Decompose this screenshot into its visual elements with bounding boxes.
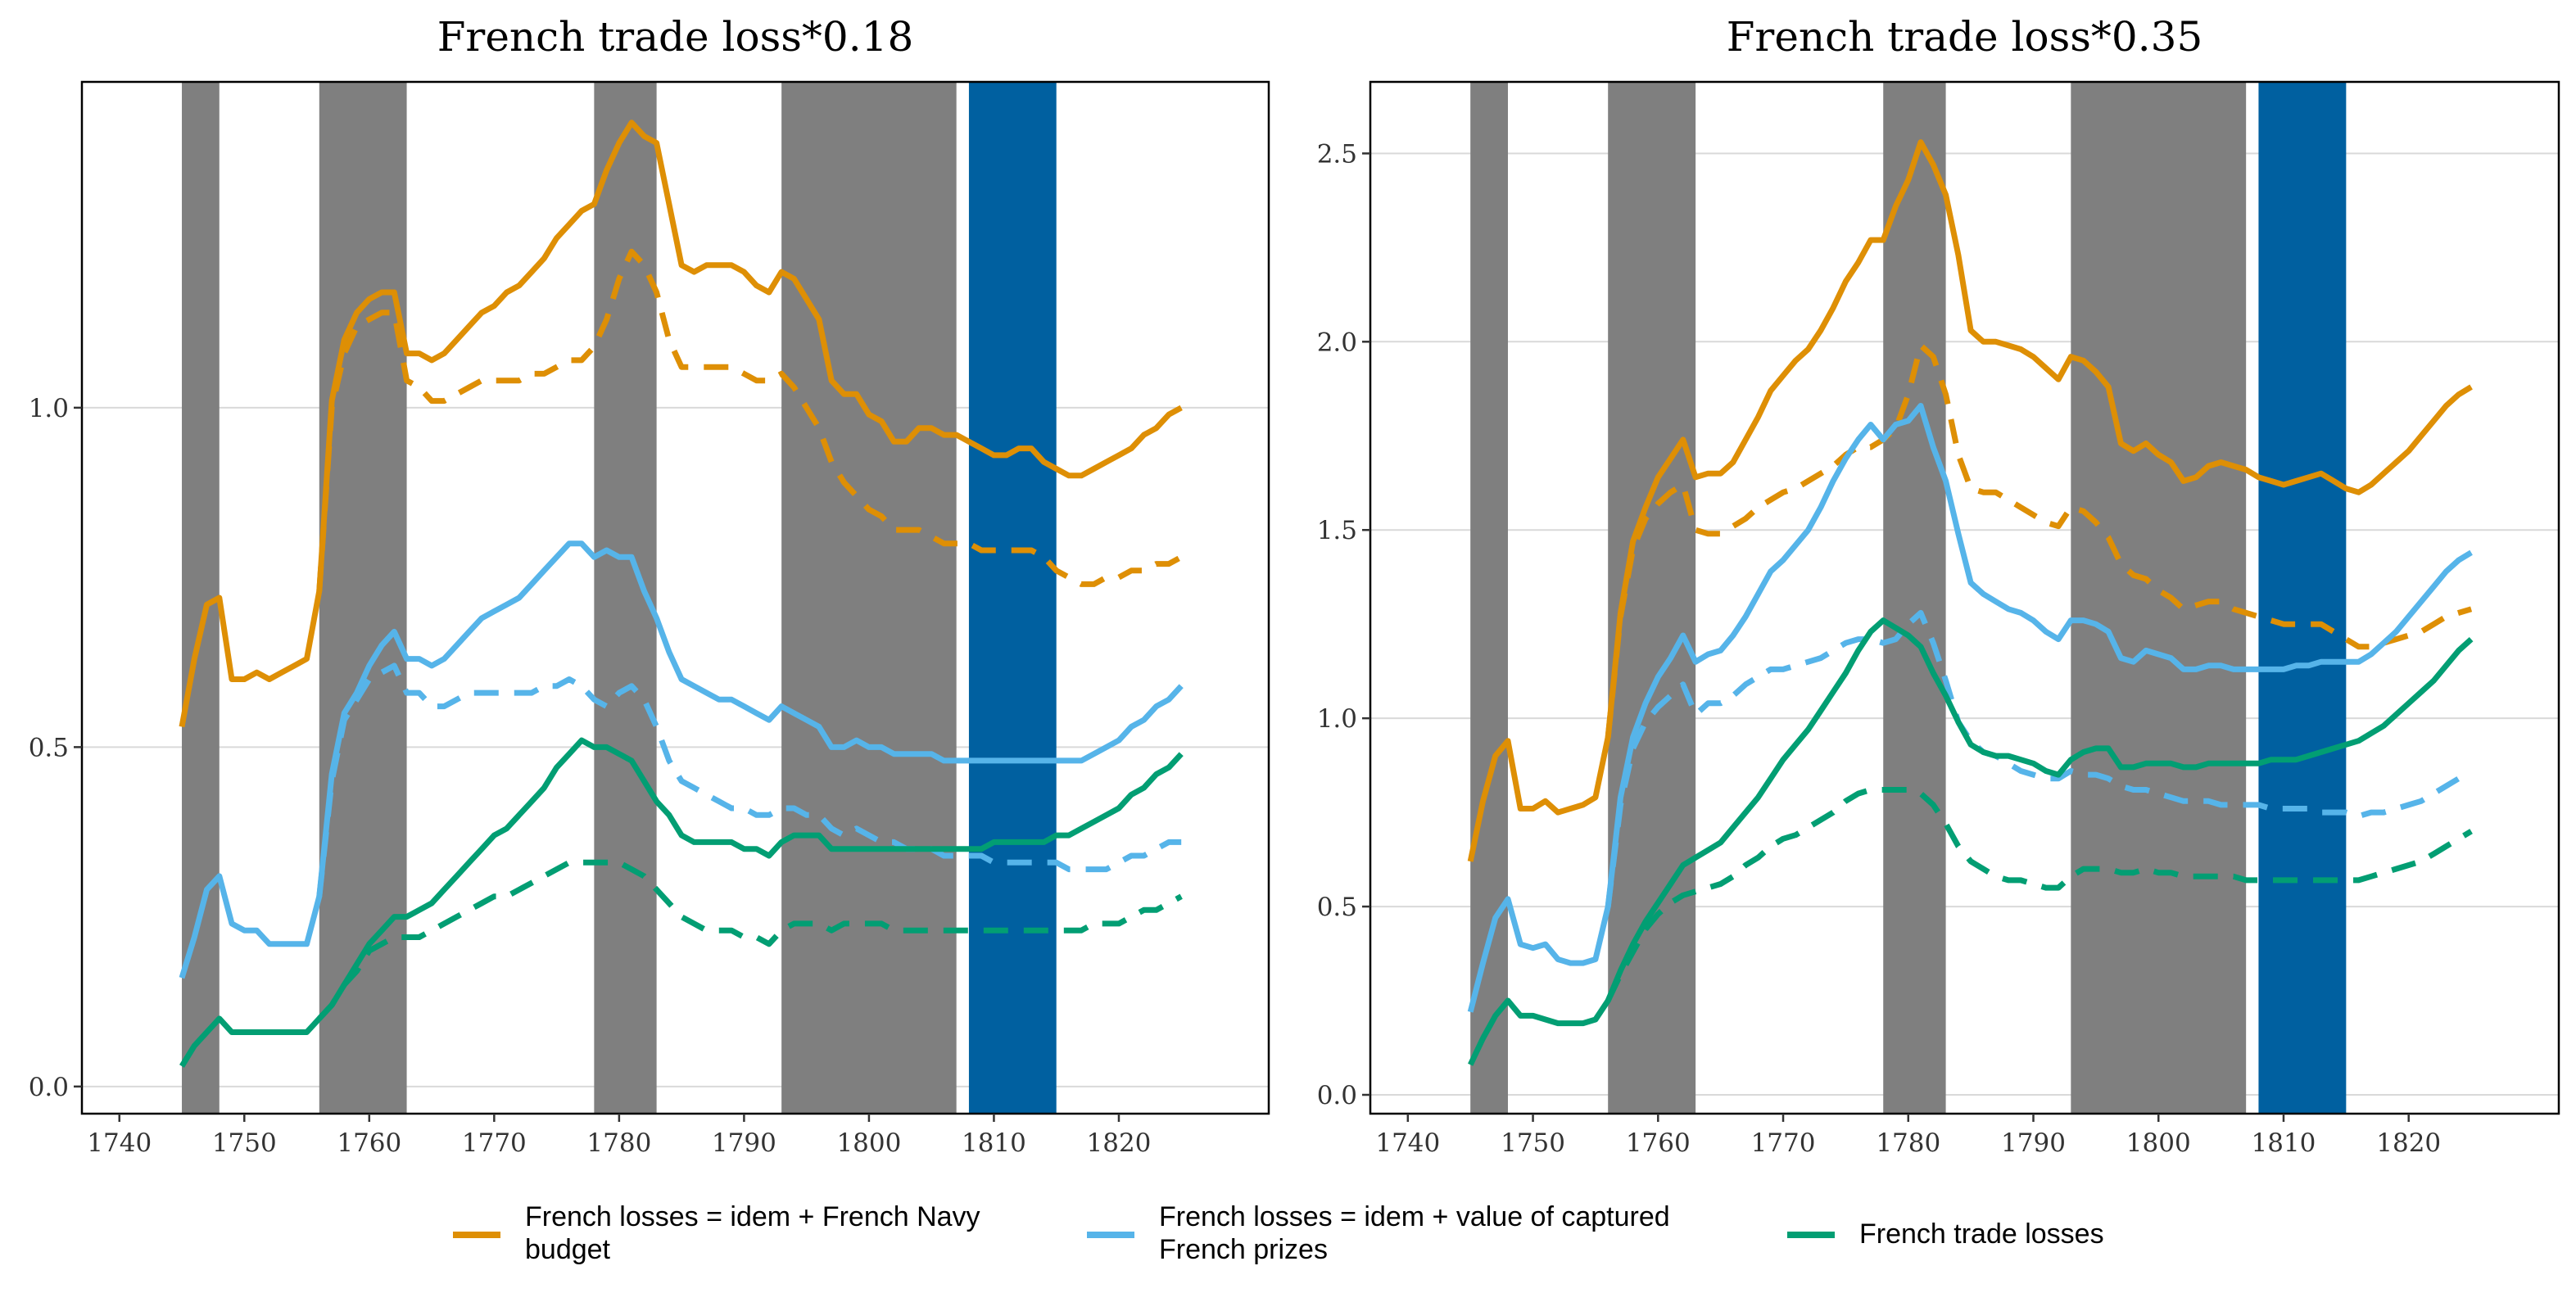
blue-shaded-period [968,82,1057,1114]
shaded-periods [182,82,1057,1114]
gray-shaded-period [182,82,220,1114]
x-tick-label: 1760 [337,1128,401,1158]
x-tick-label: 1750 [1501,1128,1565,1158]
legend-label: budget [525,1234,611,1265]
y-tick-label: 0.5 [1317,893,1357,922]
navy-dashed-line [316,248,1183,591]
panel-frame [1369,80,2560,1115]
x-tick-label: 1740 [87,1128,152,1158]
legend-label: French prizes [1159,1234,1328,1265]
legend-label: French losses = idem + value of captured [1159,1201,1670,1232]
legend-label: French trade losses [1859,1218,2104,1250]
prizes-solid-line [179,540,1184,979]
trade-solid-line [1468,617,2474,1066]
panel-title: French trade loss*0.35 [1727,13,2203,61]
prizes-dashed-line [1605,609,2473,907]
blue-shaded-period [2258,82,2347,1114]
x-tick-label: 1760 [1626,1128,1691,1158]
gray-shaded-period [2071,82,2247,1114]
x-tick-label: 1750 [212,1128,277,1158]
x-tick-label: 1820 [1087,1128,1152,1158]
navy-solid-line [179,120,1183,728]
right-panel: French trade loss*0.35 0.0 0.5 1.0 1.5 2.0 2.5… [1317,13,2560,1158]
x-tick-label: 1790 [712,1128,776,1158]
x-tick-label: 1810 [962,1128,1026,1158]
x-tick-label: 1790 [2001,1128,2066,1158]
gray-shaded-period [319,82,407,1114]
navy-solid-line [1467,139,2473,862]
legend-label: French losses = idem + French Navy [525,1201,980,1232]
trade-dashed-line [1605,787,2473,1002]
x-tick-label: 1800 [2126,1128,2191,1158]
series-lines [1467,139,2474,1066]
prizes-dashed-line [316,662,1182,897]
legend-item-trade: French trade losses [1787,1218,2104,1250]
navy-dashed-line [1605,342,2473,738]
y-tick-label: 0.5 [29,733,69,762]
shaded-periods [1470,82,2347,1114]
y-tick-label: 0.0 [1317,1081,1357,1110]
x-tick-label: 1800 [836,1128,901,1158]
legend-item-prizes: French losses = idem + value of captured… [1087,1201,1670,1265]
y-tick-label: 1.5 [1317,516,1357,545]
x-tick-label: 1780 [586,1128,651,1158]
panel-frame [80,80,1270,1115]
gray-shaded-period [781,82,957,1114]
panel-title: French trade loss*0.18 [437,13,914,61]
x-tick-label: 1780 [1876,1128,1940,1158]
trade-dashed-line [317,859,1183,1021]
left-panel: French trade loss*0.18 0.0 0.5 1.0 1740 1750 1… [29,13,1270,1158]
y-tick-label: 2.5 [1317,139,1357,169]
x-tick-label: 1770 [1751,1128,1816,1158]
y-tick-label: 0.0 [29,1073,69,1102]
gray-shaded-period [1883,82,1946,1114]
y-tick-label: 1.0 [29,394,69,423]
gray-shaded-period [1470,82,1509,1114]
y-tick-label: 1.0 [1317,704,1357,734]
x-tick-label: 1740 [1375,1128,1440,1158]
legend: French losses = idem + French Navybudget… [453,1201,2104,1265]
x-tick-label: 1770 [462,1128,527,1158]
y-tick-label: 2.0 [1317,328,1357,357]
series-lines [179,120,1184,1068]
x-tick-label: 1820 [2376,1128,2441,1158]
prizes-solid-line [1467,403,2473,1013]
x-tick-label: 1810 [2252,1128,2316,1158]
